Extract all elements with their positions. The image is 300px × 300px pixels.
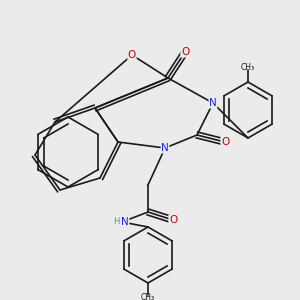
Text: O: O — [128, 50, 136, 60]
Text: N: N — [161, 143, 169, 153]
Text: H: H — [113, 218, 119, 226]
Text: CH₃: CH₃ — [141, 293, 155, 300]
Text: O: O — [221, 137, 229, 147]
Text: CH₃: CH₃ — [241, 62, 255, 71]
Text: N: N — [121, 217, 129, 227]
Text: O: O — [181, 47, 189, 57]
Text: N: N — [209, 98, 217, 108]
Text: O: O — [169, 215, 177, 225]
